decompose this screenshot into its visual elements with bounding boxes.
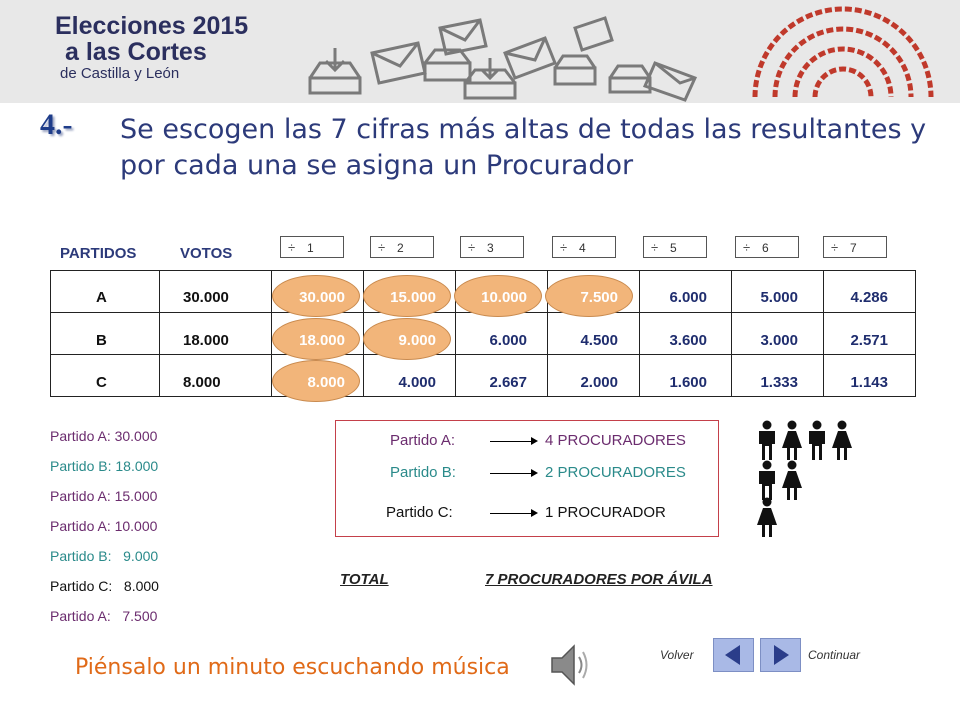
male-figure-icon (756, 420, 778, 465)
divide-icon: ÷ (468, 240, 476, 255)
result-seats: 4 PROCURADORES (545, 432, 686, 449)
music-prompt: Piénsalo un minuto escuchando música (75, 655, 510, 680)
result-party: Partido C: (386, 504, 453, 521)
quotient-value: 18.000 (299, 332, 345, 349)
header-banner: Elecciones 2015 a las Cortes de Castilla… (0, 0, 960, 103)
female-figure-icon (781, 460, 803, 505)
quotient-value: 2.667 (489, 374, 527, 391)
divisor-box: ÷ 2 (370, 236, 434, 258)
arrow-left-icon (725, 645, 740, 665)
female-figure-icon (781, 420, 803, 465)
divisor-number: 6 (762, 241, 769, 255)
selected-quotient-highlight (272, 275, 360, 317)
party-votes: 30.000 (183, 289, 229, 306)
speaker-icon[interactable] (548, 640, 590, 690)
step-number: 4.- (40, 108, 73, 141)
divisor-box: ÷ 6 (735, 236, 799, 258)
back-button[interactable] (713, 638, 754, 672)
column-header-partidos: PARTIDOS (60, 245, 137, 262)
party-name: A (96, 289, 107, 306)
logo-title-line2: a las Cortes (65, 38, 207, 66)
quotient-value: 15.000 (390, 289, 436, 306)
divisor-box: ÷ 7 (823, 236, 887, 258)
mail-inbox-icons-decoration (308, 16, 698, 102)
quotient-value: 9.000 (398, 332, 436, 349)
quotient-value: 1.600 (669, 374, 707, 391)
logo-title-line1: Elecciones 2015 (55, 12, 249, 40)
selected-quotient-highlight (454, 275, 542, 317)
ranking-item: Partido C: 8.000 (50, 578, 159, 594)
quotient-value: 1.333 (760, 374, 798, 391)
divisor-number: 4 (579, 241, 586, 255)
divisor-box: ÷ 5 (643, 236, 707, 258)
column-header-votos: VOTOS (180, 245, 233, 262)
divide-icon: ÷ (378, 240, 386, 255)
selected-quotient-highlight (545, 275, 633, 317)
quotient-value: 8.000 (307, 374, 345, 391)
divisor-number: 5 (670, 241, 677, 255)
parliament-seats-emblem (752, 6, 934, 98)
divisor-box: ÷ 3 (460, 236, 524, 258)
party-name: B (96, 332, 107, 349)
result-party: Partido B: (390, 464, 456, 481)
selected-quotient-highlight (363, 318, 451, 360)
divide-icon: ÷ (743, 240, 751, 255)
party-votes: 8.000 (183, 374, 221, 391)
divisor-box: ÷ 4 (552, 236, 616, 258)
ranking-item: Partido B: 9.000 (50, 548, 159, 564)
quotient-value: 6.000 (489, 332, 527, 349)
divide-icon: ÷ (831, 240, 839, 255)
quotient-value: 2.571 (850, 332, 888, 349)
male-figure-icon (806, 420, 828, 465)
logo-title-line3: de Castilla y León (60, 65, 180, 82)
selected-quotient-highlight (272, 360, 360, 402)
quotient-value: 3.000 (760, 332, 798, 349)
divisor-number: 3 (487, 241, 494, 255)
arrow-right-icon (774, 645, 789, 665)
divide-icon: ÷ (560, 240, 568, 255)
result-party: Partido A: (390, 432, 456, 449)
quotient-value: 7.500 (580, 289, 618, 306)
divisor-number: 1 (307, 241, 314, 255)
quotient-value: 10.000 (481, 289, 527, 306)
step-description: Se escogen las 7 cifras más altas de tod… (120, 114, 927, 181)
arrow-right-icon (490, 437, 538, 445)
arrow-right-icon (490, 509, 538, 517)
ranking-item: Partido A: 15.000 (50, 488, 158, 504)
divide-icon: ÷ (288, 240, 296, 255)
male-figure-icon (756, 460, 778, 505)
female-figure-icon (756, 497, 778, 542)
quotient-value: 1.143 (850, 374, 888, 391)
continue-label: Continuar (808, 648, 861, 662)
ranking-item: Partido B: 18.000 (50, 458, 159, 474)
result-seats: 1 PROCURADOR (545, 504, 666, 521)
continue-button[interactable] (760, 638, 801, 672)
selected-quotient-highlight (272, 318, 360, 360)
seat-allocation-box (335, 420, 719, 537)
quotient-value: 3.600 (669, 332, 707, 349)
quotient-value: 6.000 (669, 289, 707, 306)
total-label: TOTAL (340, 571, 389, 588)
divisor-number: 7 (850, 241, 857, 255)
ranking-item: Partido A: 10.000 (50, 518, 158, 534)
female-figure-icon (831, 420, 853, 465)
divisor-number: 2 (397, 241, 404, 255)
quotient-value: 5.000 (760, 289, 798, 306)
party-name: C (96, 374, 107, 391)
arrow-right-icon (490, 469, 538, 477)
party-votes: 18.000 (183, 332, 229, 349)
divide-icon: ÷ (651, 240, 659, 255)
ranking-item: Partido A: 7.500 (50, 608, 158, 624)
divisor-box: ÷ 1 (280, 236, 344, 258)
total-value: 7 PROCURADORES POR ÁVILA (485, 571, 713, 588)
selected-quotient-highlight (363, 275, 451, 317)
quotient-value: 4.500 (580, 332, 618, 349)
quotient-value: 2.000 (580, 374, 618, 391)
result-seats: 2 PROCURADORES (545, 464, 686, 481)
quotient-value: 30.000 (299, 289, 345, 306)
back-label: Volver (660, 648, 694, 662)
quotient-value: 4.000 (398, 374, 436, 391)
ranking-item: Partido A: 30.000 (50, 428, 158, 444)
quotient-value: 4.286 (850, 289, 888, 306)
